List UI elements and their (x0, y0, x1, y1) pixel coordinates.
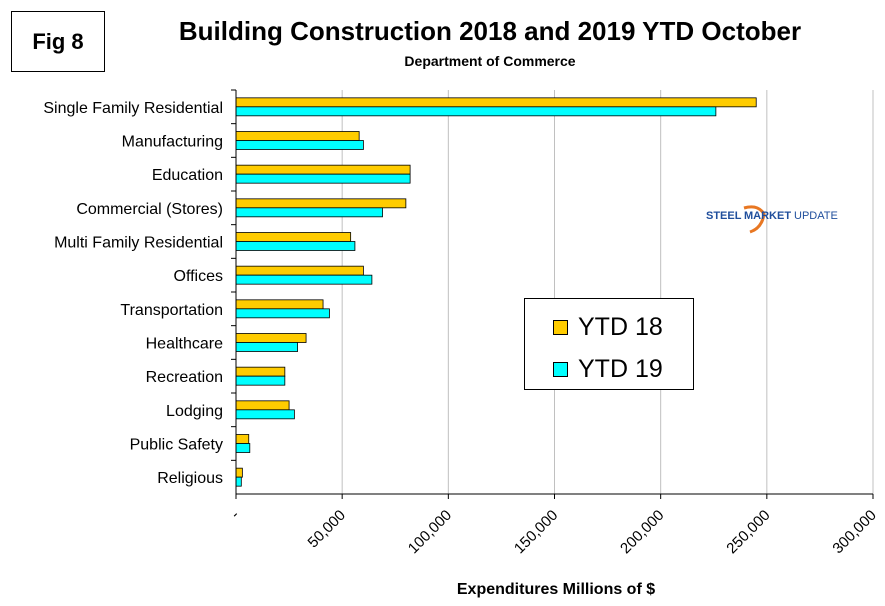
bar-ytd19 (235, 207, 383, 218)
x-tick-label: - (227, 507, 243, 523)
bar-ytd18 (235, 333, 307, 343)
bar-ytd19 (235, 274, 373, 285)
legend-swatch-ytd18 (553, 320, 568, 335)
x-tick-labels: - 50,000 100,000 150,000 200,000 250,000 300,0… (227, 507, 880, 557)
bars (235, 97, 757, 487)
bar-ytd19 (235, 375, 286, 386)
chart-title: Building Construction 2018 and 2019 YTD … (178, 16, 802, 46)
legend-label-ytd19: YTD 19 (578, 355, 663, 383)
x-tick-label: 100,000 (405, 507, 455, 557)
svg-text:STEEL: STEEL (706, 210, 742, 222)
bar-ytd18 (235, 467, 243, 478)
bar-ytd19 (235, 140, 364, 150)
x-axis-label: Expenditures Millions of $ (456, 581, 656, 598)
steel-market-update-logo: STEEL MARKET UPDATE (706, 200, 856, 236)
bar-ytd19 (235, 173, 411, 184)
bar-ytd18 (235, 131, 360, 141)
legend-label-ytd18: YTD 18 (578, 313, 663, 341)
chart-subtitle: Department of Commerce (404, 53, 576, 69)
legend: YTD 18 YTD 19 (524, 298, 694, 390)
x-tick-label: 200,000 (617, 507, 667, 557)
bar-ytd18 (235, 97, 757, 108)
bar-ytd19 (235, 409, 295, 420)
svg-text:UPDATE: UPDATE (794, 210, 838, 222)
category-label: Multi Family Residential (54, 235, 223, 252)
x-tick-label: 150,000 (511, 507, 561, 557)
category-labels: Single Family Residential Manufacturing Ed… (43, 100, 223, 487)
figure-label: Fig 8 (11, 11, 105, 72)
bar-ytd19 (235, 443, 251, 453)
legend-item-ytd18: YTD 18 (553, 313, 663, 342)
bar-ytd18 (235, 366, 286, 377)
bar-ytd18 (235, 265, 364, 276)
bar-ytd19 (235, 106, 717, 117)
category-label: Religious (157, 470, 223, 487)
x-tick-label: 300,000 (829, 507, 879, 557)
x-tick-label: 250,000 (723, 507, 773, 557)
category-label: Transportation (120, 302, 223, 319)
bar-ytd18 (235, 164, 411, 175)
category-label: Public Safety (130, 437, 223, 454)
category-label: Education (152, 167, 223, 184)
bar-ytd19 (235, 476, 242, 487)
category-label: Offices (174, 268, 224, 285)
category-label: Lodging (166, 403, 223, 420)
category-label: Recreation (146, 369, 223, 386)
category-label: Single Family Residential (43, 100, 223, 117)
bar-ytd19 (235, 342, 298, 352)
x-tick-label: 50,000 (305, 507, 349, 551)
legend-item-ytd19: YTD 19 (553, 355, 663, 384)
legend-swatch-ytd19 (553, 362, 568, 377)
gridlines (341, 90, 874, 494)
category-label: Healthcare (146, 336, 223, 353)
bar-ytd19 (235, 308, 330, 319)
axes (231, 89, 874, 499)
bar-ytd18 (235, 400, 290, 411)
svg-text:MARKET: MARKET (744, 210, 791, 222)
bar-ytd19 (235, 241, 356, 251)
category-label: Manufacturing (122, 134, 223, 151)
bar-ytd18 (235, 198, 407, 209)
bar-ytd18 (235, 434, 250, 444)
bar-ytd18 (235, 232, 352, 242)
category-label: Commercial (Stores) (76, 201, 223, 218)
bar-ytd18 (235, 299, 324, 310)
